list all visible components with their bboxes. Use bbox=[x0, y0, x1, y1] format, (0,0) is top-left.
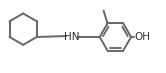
Text: HN: HN bbox=[64, 32, 80, 42]
Text: OH: OH bbox=[134, 32, 150, 42]
